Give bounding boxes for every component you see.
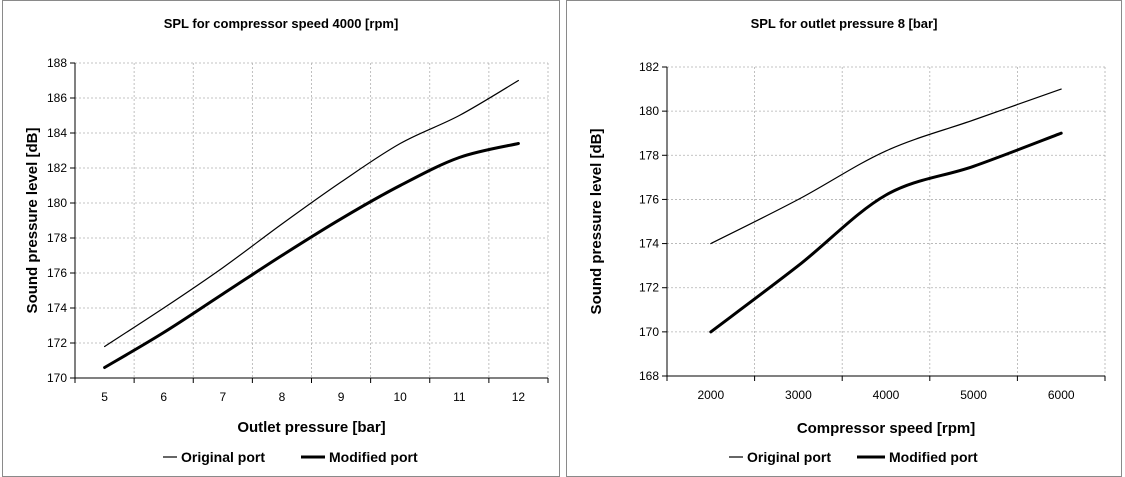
y-tick-label: 182 — [47, 161, 67, 175]
x-tick-label: 5000 — [960, 388, 987, 402]
x-tick-label: 6 — [160, 390, 167, 404]
series-line-original-port — [104, 79, 519, 348]
chart-panel-compressor-speed: SPL for outlet pressure 8 [bar] 168 170 172… — [566, 0, 1122, 477]
x-tick-label: 9 — [338, 390, 345, 404]
x-tick-label: 8 — [279, 390, 286, 404]
x-tick-label: 10 — [394, 390, 408, 404]
y-tick-label: 180 — [47, 196, 67, 210]
y-tick-label: 186 — [47, 91, 67, 105]
chart-svg-compressor-speed: SPL for outlet pressure 8 [bar] 168 170 172… — [588, 16, 1106, 465]
series-line-original-port — [710, 88, 1062, 245]
legend-label: Modified port — [329, 449, 418, 465]
legend-label: Modified port — [889, 449, 978, 465]
chart-svg-outlet-pressure: SPL for compressor speed 4000 [rpm] 170 17… — [24, 16, 549, 465]
y-axis-label: Sound pressure level [dB] — [588, 129, 605, 315]
y-tick-label: 180 — [639, 104, 659, 118]
chart-title: SPL for compressor speed 4000 [rpm] — [164, 16, 399, 31]
y-tick-label: 176 — [639, 192, 659, 206]
legend-label: Original port — [747, 449, 831, 465]
y-tick-label: 170 — [47, 371, 67, 385]
x-axis-label: Compressor speed [rpm] — [797, 420, 975, 437]
y-tick-label: 172 — [639, 281, 659, 295]
x-tick-label: 3000 — [785, 388, 812, 402]
y-tick-label: 176 — [47, 266, 67, 280]
y-tick-label: 188 — [47, 56, 67, 70]
x-tick-label: 5 — [101, 390, 108, 404]
x-tick-label: 4000 — [873, 388, 900, 402]
y-tick-label: 170 — [639, 325, 659, 339]
y-tick-label: 182 — [639, 60, 659, 74]
chart-panel-outlet-pressure: SPL for compressor speed 4000 [rpm] 170 17… — [2, 0, 560, 477]
x-tick-label: 7 — [219, 390, 226, 404]
y-tick-label: 168 — [639, 369, 659, 383]
y-tick-label: 174 — [47, 301, 67, 315]
x-tick-label: 2000 — [697, 388, 724, 402]
y-tick-label: 178 — [47, 231, 67, 245]
legend-label: Original port — [181, 449, 265, 465]
series-line-modified-port — [103, 142, 520, 369]
y-tick-label: 172 — [47, 336, 67, 350]
series-line-modified-port — [709, 131, 1063, 334]
x-tick-label: 12 — [512, 390, 526, 404]
x-axis-label: Outlet pressure [bar] — [237, 419, 385, 436]
x-tick-label: 6000 — [1048, 388, 1075, 402]
x-tick-label: 11 — [453, 390, 466, 404]
y-axis-label: Sound pressure level [dB] — [24, 128, 41, 314]
y-tick-label: 178 — [639, 148, 659, 162]
y-tick-label: 174 — [639, 237, 659, 251]
chart-title: SPL for outlet pressure 8 [bar] — [751, 16, 938, 31]
y-tick-label: 184 — [47, 126, 67, 140]
